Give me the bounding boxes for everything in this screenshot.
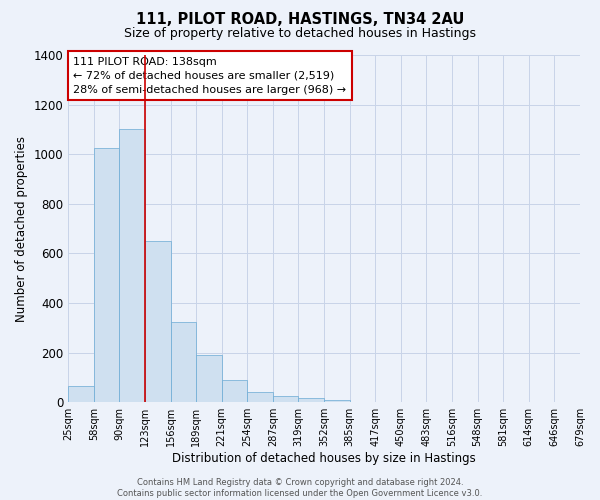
X-axis label: Distribution of detached houses by size in Hastings: Distribution of detached houses by size …: [172, 452, 476, 465]
Y-axis label: Number of detached properties: Number of detached properties: [15, 136, 28, 322]
Text: 111, PILOT ROAD, HASTINGS, TN34 2AU: 111, PILOT ROAD, HASTINGS, TN34 2AU: [136, 12, 464, 28]
Bar: [196, 355, 222, 402]
Text: Contains HM Land Registry data © Crown copyright and database right 2024.
Contai: Contains HM Land Registry data © Crown c…: [118, 478, 482, 498]
Bar: [170, 322, 196, 402]
Bar: [298, 398, 324, 402]
Text: Size of property relative to detached houses in Hastings: Size of property relative to detached ho…: [124, 28, 476, 40]
Text: 111 PILOT ROAD: 138sqm
← 72% of detached houses are smaller (2,519)
28% of semi-: 111 PILOT ROAD: 138sqm ← 72% of detached…: [73, 56, 346, 94]
Bar: [145, 241, 170, 402]
Bar: [324, 400, 350, 402]
Bar: [247, 392, 273, 402]
Bar: [222, 380, 247, 402]
Bar: [273, 396, 298, 402]
Bar: [68, 386, 94, 402]
Bar: [94, 148, 119, 402]
Bar: [119, 130, 145, 402]
